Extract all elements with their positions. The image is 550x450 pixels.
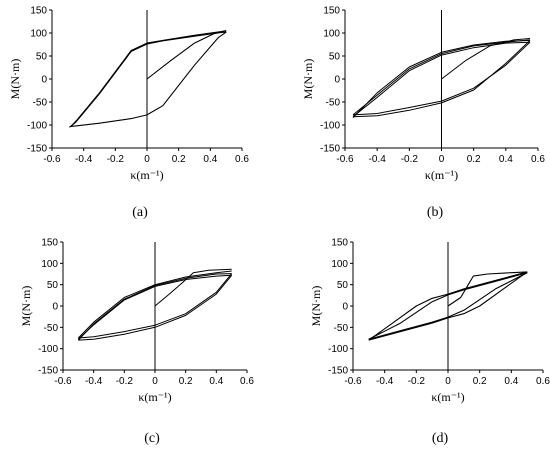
series-line-4 [368, 272, 528, 340]
y-tick-label: -100 [27, 121, 47, 132]
x-tick-label: -0.6 [336, 154, 354, 165]
panel-label-a: (a) [132, 205, 148, 220]
series-line-3 [70, 31, 227, 127]
x-tick-label: -0.2 [401, 154, 419, 165]
panel-label-b: (b) [427, 205, 444, 220]
series-line-5 [352, 40, 531, 118]
y-axis-title: M(N·m) [19, 286, 33, 327]
y-axis-title: M(N·m) [8, 59, 22, 100]
series-line-4 [77, 273, 232, 341]
series-line-4 [352, 41, 531, 118]
y-tick-label: 150 [30, 6, 47, 17]
series-line-2 [352, 39, 531, 116]
series-line-5 [78, 274, 233, 341]
series-line-3 [368, 271, 528, 341]
x-tick-label: -0.2 [116, 376, 134, 387]
x-tick-label: 0.4 [203, 154, 217, 165]
y-axis-title: M(N·m) [301, 59, 315, 100]
y-tick-label: 150 [41, 238, 58, 249]
chart-panel-d: -150 -100 -50 0 50 100 150 -0.6 -0.4 -0.2 0 0.2 0.4 0… [309, 238, 550, 405]
y-tick-label: 150 [323, 6, 340, 17]
y-tick-label: 50 [337, 280, 349, 291]
y-tick-label: -50 [44, 323, 59, 334]
series-line-1 [146, 30, 227, 80]
x-tick-label: 0 [439, 154, 445, 165]
series-line-2 [70, 30, 227, 127]
x-tick-label: 0.6 [536, 376, 550, 387]
y-tick-label: 0 [52, 302, 58, 313]
panel-label-c: (c) [144, 431, 160, 446]
y-tick-label: -50 [334, 323, 349, 334]
y-tick-label: 50 [329, 52, 341, 63]
x-tick-label: -0.4 [376, 376, 394, 387]
y-tick-label: 100 [323, 29, 340, 40]
chart-panel-b: -150 -100 -50 0 50 100 150 -0.6 -0.4 -0.2 0 0.2 0.4 0… [301, 6, 545, 183]
y-tick-label: -100 [38, 344, 58, 355]
x-tick-label: 0 [445, 376, 451, 387]
series-line-6 [77, 274, 232, 340]
x-tick-label: 0.4 [209, 376, 223, 387]
x-axis-title: κ(m⁻¹) [425, 168, 458, 182]
x-tick-label: 0.4 [504, 376, 518, 387]
y-tick-label: 50 [36, 52, 48, 63]
x-tick-label: -0.2 [107, 154, 125, 165]
x-tick-label: 0.2 [467, 154, 481, 165]
x-tick-label: -0.4 [85, 376, 103, 387]
series-line-1 [441, 38, 531, 80]
x-tick-label: 0.2 [172, 154, 186, 165]
y-tick-label: 0 [41, 75, 47, 86]
y-tick-label: 100 [30, 29, 47, 40]
y-tick-label: -150 [38, 366, 58, 377]
y-tick-label: 0 [342, 302, 348, 313]
x-tick-label: 0.4 [499, 154, 513, 165]
y-tick-label: 0 [334, 75, 340, 86]
x-axis-title: κ(m⁻¹) [431, 390, 464, 404]
y-tick-label: 100 [41, 259, 58, 270]
x-tick-label: -0.6 [54, 376, 72, 387]
x-tick-label: -0.6 [344, 376, 362, 387]
x-tick-label: 0 [152, 376, 158, 387]
x-tick-label: 0.2 [179, 376, 193, 387]
chart-panel-c: -150 -100 -50 0 50 100 150 -0.6 -0.4 -0.2 0 0.2 0.4 0… [19, 238, 254, 405]
chart-panel-a: -150 -100 -50 0 50 100 150 -0.6 -0.4 -0.2 0 0.2 0.4 0… [8, 6, 249, 183]
y-tick-label: -50 [326, 98, 341, 109]
series-line-3 [352, 41, 531, 116]
x-axis-title: κ(m⁻¹) [130, 168, 163, 182]
x-tick-label: -0.4 [75, 154, 93, 165]
x-tick-label: -0.2 [408, 376, 426, 387]
y-tick-label: -150 [320, 144, 340, 155]
x-tick-label: 0 [144, 154, 150, 165]
y-tick-label: -100 [320, 121, 340, 132]
y-tick-label: -150 [328, 366, 348, 377]
y-tick-label: -50 [33, 98, 48, 109]
y-tick-label: 50 [47, 280, 59, 291]
series-line-1 [447, 271, 528, 307]
series-line-2 [77, 270, 232, 339]
x-axis-title: κ(m⁻¹) [138, 390, 171, 404]
series-line-3 [78, 273, 233, 339]
y-tick-label: -100 [328, 344, 348, 355]
series-line-4 [69, 31, 227, 128]
x-tick-label: 0.2 [473, 376, 487, 387]
x-tick-label: 0.6 [240, 376, 254, 387]
x-tick-label: 0.6 [531, 154, 545, 165]
series-line-5 [368, 272, 528, 340]
y-tick-label: 100 [331, 259, 348, 270]
x-tick-label: -0.6 [43, 154, 61, 165]
panel-label-d: (d) [432, 431, 449, 446]
x-tick-label: -0.4 [369, 154, 387, 165]
y-axis-title: M(N·m) [309, 286, 323, 327]
y-tick-label: -150 [27, 144, 47, 155]
series-line-6 [352, 39, 531, 118]
x-tick-label: 0.6 [235, 154, 249, 165]
series-line-2 [368, 271, 528, 341]
y-tick-label: 150 [331, 238, 348, 249]
